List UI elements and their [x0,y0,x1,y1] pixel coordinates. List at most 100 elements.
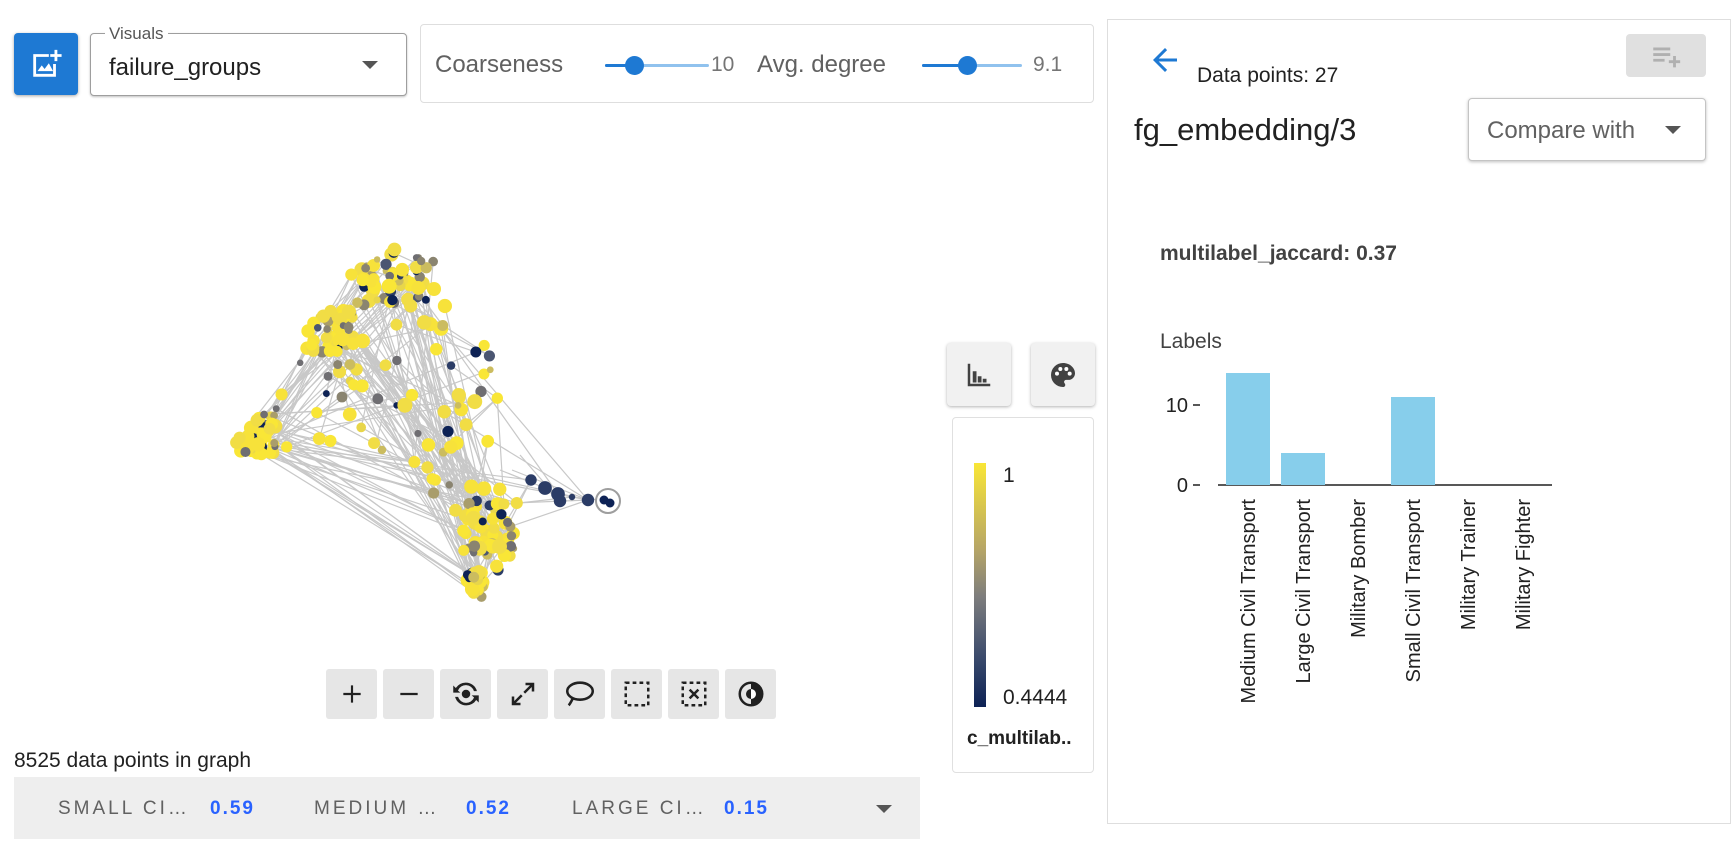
graph-node[interactable] [250,437,266,452]
graph-node[interactable] [341,304,357,319]
graph-node[interactable] [442,425,454,438]
zoom-in-button[interactable] [326,669,377,719]
graph-node[interactable] [426,281,442,297]
chart-bar[interactable] [1391,397,1435,485]
graph-node[interactable] [240,446,251,457]
graph-node[interactable] [260,410,268,419]
graph-node[interactable] [445,481,453,489]
graph-node[interactable] [491,392,503,404]
graph-node[interactable] [312,432,326,445]
graph-node[interactable] [446,361,456,370]
graph-node[interactable] [468,540,481,552]
graph-node[interactable] [421,295,430,304]
avg-degree-slider[interactable] [922,56,1022,75]
graph-node[interactable] [322,390,330,397]
graph-node[interactable] [470,346,482,358]
coarseness-slider-thumb[interactable] [625,56,645,75]
palette-button[interactable] [1031,343,1095,406]
graph-node[interactable] [333,359,343,370]
graph-node[interactable] [296,359,304,367]
graph-node[interactable] [404,299,418,313]
graph-node[interactable] [372,393,384,405]
graph-node[interactable] [408,455,421,468]
graph-node[interactable] [490,559,504,573]
graph-node[interactable] [538,481,552,495]
graph-node[interactable] [272,405,280,413]
box-select-button[interactable] [611,669,662,719]
graph-node[interactable] [411,280,426,295]
graph-node[interactable] [510,496,523,510]
graph-node[interactable] [421,438,436,452]
graph-node[interactable] [458,544,470,556]
graph-node[interactable] [381,278,397,294]
graph-node[interactable] [306,339,318,351]
graph-node[interactable] [437,298,453,314]
visuals-select[interactable]: Visuals failure_groups [90,24,407,96]
graph-node[interactable] [478,368,490,380]
graph-node[interactable] [525,474,537,486]
graph-node[interactable] [368,437,380,450]
graph-node[interactable] [270,411,278,420]
graph-node[interactable] [344,359,356,370]
graph-node[interactable] [342,407,357,422]
graph-node[interactable] [426,473,438,485]
selected-node-cluster[interactable] [595,488,621,514]
graph-node[interactable] [348,379,360,391]
graph-node[interactable] [355,333,370,349]
graph-node[interactable] [417,256,426,266]
graph-node[interactable] [475,385,487,398]
back-arrow-icon[interactable] [1147,42,1183,78]
graph-node[interactable] [387,242,402,257]
graph-node[interactable] [414,429,422,437]
chevron-down-icon[interactable] [876,805,892,813]
fit-view-button[interactable] [497,669,548,719]
graph-node[interactable] [478,517,487,526]
graph-node[interactable] [380,258,392,270]
chart-bar[interactable] [1226,373,1270,485]
graph-node[interactable] [481,434,495,448]
graph-node[interactable] [498,498,510,510]
graph-node[interactable] [486,366,494,374]
graph-node[interactable] [336,391,348,403]
graph-node[interactable] [373,296,381,304]
graph-node[interactable] [281,441,293,453]
add-to-list-button[interactable] [1626,34,1706,77]
graph-node[interactable] [250,413,264,427]
graph-node[interactable] [324,304,337,318]
avg-degree-slider-thumb[interactable] [958,56,977,75]
graph-node[interactable] [454,401,462,409]
graph-node[interactable] [581,493,595,507]
graph-node[interactable] [505,540,517,552]
graph-node[interactable] [405,388,419,402]
graph-node[interactable] [467,394,483,410]
graph-node[interactable] [356,273,369,287]
graph-node[interactable] [361,263,371,273]
graph-node[interactable] [492,539,508,554]
graph-canvas[interactable] [0,200,940,640]
recenter-button[interactable] [440,669,491,719]
graph-node[interactable] [476,481,492,496]
graph-node[interactable] [568,493,576,501]
graph-node[interactable] [553,494,567,508]
graph-node[interactable] [430,342,443,356]
compare-with-select[interactable]: Compare with [1468,98,1706,161]
graph-node[interactable] [311,407,323,419]
graph-node[interactable] [331,345,343,357]
graph-node[interactable] [377,445,387,455]
graph-node[interactable] [459,418,473,432]
zoom-out-button[interactable] [383,669,434,719]
graph-node[interactable] [397,397,413,413]
graph-node[interactable] [313,323,322,332]
graph-node[interactable] [428,487,440,499]
graph-node[interactable] [464,479,479,494]
graph-node[interactable] [428,256,438,267]
clear-selection-button[interactable] [668,669,719,719]
graph-node[interactable] [437,319,449,332]
graph-node[interactable] [345,268,358,281]
graph-node[interactable] [421,461,434,474]
graph-node[interactable] [323,325,331,333]
graph-node[interactable] [444,440,458,454]
graph-node[interactable] [478,339,490,351]
graph-node[interactable] [356,422,367,433]
graph-node[interactable] [449,503,462,517]
